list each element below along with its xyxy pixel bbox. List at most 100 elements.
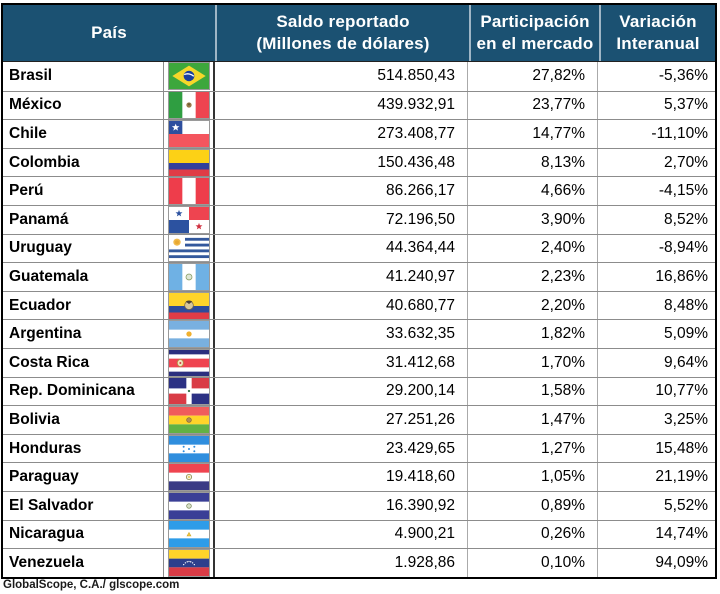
column-header-participacion: Participación en el mercado xyxy=(469,5,599,61)
participacion-value: 2,40% xyxy=(468,234,598,263)
saldo-value: 4.900,21 xyxy=(215,520,468,549)
saldo-value: 27.251,26 xyxy=(215,406,468,434)
saldo-label-line2: (Millones de dólares) xyxy=(256,34,430,53)
variacion-value: 2,70% xyxy=(664,153,708,171)
participacion-value: 0,26% xyxy=(468,520,598,549)
participacion-value: 23,77% xyxy=(468,91,598,120)
participacion-value: 0,10% xyxy=(468,549,598,577)
flag-guatemala-icon xyxy=(167,263,210,291)
country-name: Guatemala xyxy=(3,263,164,291)
variacion-value: 10,77% xyxy=(655,382,708,400)
flag-honduras-icon xyxy=(167,434,210,463)
flag-bolivia-icon xyxy=(167,406,210,434)
variacion-value: 3,25% xyxy=(664,410,708,428)
flag-costa_rica-icon xyxy=(167,348,210,377)
participacion-label-line1: Participación xyxy=(480,11,590,31)
variacion-value: -8,94% xyxy=(658,239,708,257)
saldo-value: 31.412,68 xyxy=(215,348,468,377)
saldo-value: 72.196,50 xyxy=(215,205,468,234)
table-row: Panamá 72.196,50 3,90% 8,52% xyxy=(3,204,715,234)
variacion-label-line1: Variación xyxy=(619,11,697,31)
flag-mexico-icon xyxy=(167,91,210,120)
country-flag-cell xyxy=(164,463,215,491)
table-row: Colombia 150.436,48 8,13% 2,70% xyxy=(3,147,715,177)
country-name: Argentina xyxy=(3,320,164,348)
saldo-value: 150.436,48 xyxy=(215,148,468,177)
flag-peru-icon xyxy=(167,177,210,205)
participacion-value: 8,13% xyxy=(468,148,598,177)
saldo-value: 1.928,86 xyxy=(215,549,468,577)
country-flag-cell xyxy=(164,148,215,177)
table-row: Honduras 23.429,65 1,27% 15,48% xyxy=(3,433,715,463)
participacion-value: 1,05% xyxy=(468,463,598,491)
saldo-value: 86.266,17 xyxy=(215,177,468,205)
country-name: Venezuela xyxy=(3,549,164,577)
saldo-value: 44.364,44 xyxy=(215,234,468,263)
country-name: El Salvador xyxy=(3,491,164,520)
country-name: Uruguay xyxy=(3,234,164,263)
country-flag-cell xyxy=(164,434,215,463)
country-name: Chile xyxy=(3,120,164,148)
country-flag-cell xyxy=(164,263,215,291)
table-row: Argentina 33.632,35 1,82% 5,09% xyxy=(3,319,715,348)
column-header-saldo: Saldo reportado (Millones de dólares) xyxy=(215,5,469,61)
flag-argentina-icon xyxy=(167,320,210,348)
participacion-value: 3,90% xyxy=(468,205,598,234)
variacion-value: 8,52% xyxy=(664,210,708,228)
country-flag-cell xyxy=(164,91,215,120)
country-name: Paraguay xyxy=(3,463,164,491)
variacion-value: -5,36% xyxy=(658,67,708,85)
table-row: Paraguay 19.418,60 1,05% 21,19% xyxy=(3,462,715,491)
participacion-value: 1,58% xyxy=(468,377,598,406)
country-name: Nicaragua xyxy=(3,520,164,549)
saldo-value: 273.408,77 xyxy=(215,120,468,148)
saldo-value: 23.429,65 xyxy=(215,434,468,463)
country-flag-cell xyxy=(164,348,215,377)
source-credit: GlobalScope, C.A./ glscope.com xyxy=(3,579,180,591)
country-flag-cell xyxy=(164,62,215,91)
participacion-label-line2: en el mercado xyxy=(476,34,594,53)
table-header: País Saldo reportado (Millones de dólare… xyxy=(3,5,715,62)
table-row: México 439.932,91 23,77% 5,37% xyxy=(3,90,715,120)
saldo-value: 514.850,43 xyxy=(215,62,468,91)
saldo-value: 439.932,91 xyxy=(215,91,468,120)
table-row: Guatemala 41.240,97 2,23% 16,86% xyxy=(3,262,715,291)
country-name: Panamá xyxy=(3,205,164,234)
variacion-value: 94,09% xyxy=(655,553,708,571)
column-header-pais: País xyxy=(3,5,215,61)
participacion-value: 1,47% xyxy=(468,406,598,434)
saldo-label-line1: Saldo reportado xyxy=(276,11,410,31)
variacion-value: 5,52% xyxy=(664,496,708,514)
country-flag-cell xyxy=(164,377,215,406)
variacion-value: 14,74% xyxy=(655,525,708,543)
variacion-value: 8,48% xyxy=(664,296,708,314)
participacion-value: 1,27% xyxy=(468,434,598,463)
country-name: Colombia xyxy=(3,148,164,177)
table-row: Brasil 514.850,43 27,82% -5,36% xyxy=(3,62,715,91)
table-row: Uruguay 44.364,44 2,40% -8,94% xyxy=(3,233,715,263)
variacion-value: -4,15% xyxy=(658,182,708,200)
table-row: Costa Rica 31.412,68 1,70% 9,64% xyxy=(3,347,715,377)
flag-panama-icon xyxy=(167,205,210,234)
country-flag-cell xyxy=(164,120,215,148)
country-flag-cell xyxy=(164,205,215,234)
variacion-value: 16,86% xyxy=(655,267,708,285)
pais-label: País xyxy=(91,22,127,42)
variacion-value: 5,09% xyxy=(664,325,708,343)
flag-dominicana-icon xyxy=(167,377,210,406)
participacion-value: 4,66% xyxy=(468,177,598,205)
flag-colombia-icon xyxy=(167,148,210,177)
saldo-value: 29.200,14 xyxy=(215,377,468,406)
flag-ecuador-icon xyxy=(167,291,210,320)
flag-el_salvador-icon xyxy=(167,491,210,520)
country-name: Costa Rica xyxy=(3,348,164,377)
flag-nicaragua-icon xyxy=(167,520,210,549)
variacion-value: -11,10% xyxy=(651,124,708,142)
country-flag-cell xyxy=(164,520,215,549)
table-row: Rep. Dominicana 29.200,14 1,58% 10,77% xyxy=(3,376,715,406)
country-flag-cell xyxy=(164,491,215,520)
country-name: Honduras xyxy=(3,434,164,463)
table-row: El Salvador 16.390,92 0,89% 5,52% xyxy=(3,490,715,520)
country-name: Ecuador xyxy=(3,291,164,320)
variacion-value: 15,48% xyxy=(655,439,708,457)
